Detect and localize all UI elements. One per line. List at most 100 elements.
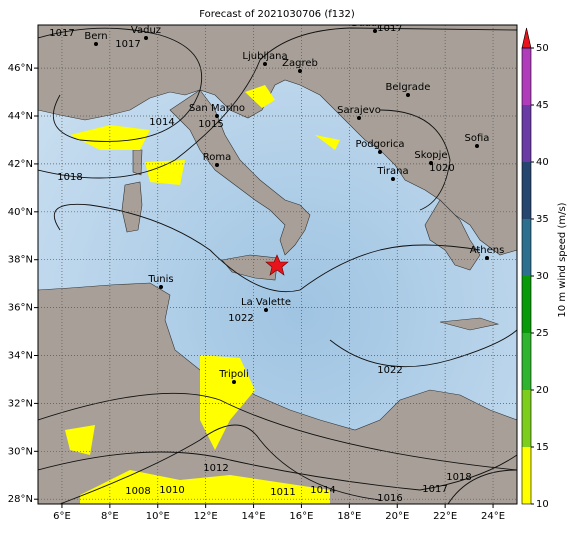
wind-patch xyxy=(80,470,330,504)
city-label: Sofia xyxy=(465,133,490,144)
isobar-label: 1016 xyxy=(377,493,402,504)
city-label: Tirana xyxy=(376,166,408,177)
lon-tick-label: 12°E xyxy=(194,511,218,522)
colorbar-segment xyxy=(522,333,531,390)
city-dot xyxy=(378,150,382,154)
lat-tick-label: 30°N xyxy=(8,446,33,457)
city-label: Tripoli xyxy=(218,369,249,380)
colorbar-label: 10 m wind speed (m/s) xyxy=(557,202,568,317)
colorbar-tick-label: 15 xyxy=(536,442,549,453)
wind-patch xyxy=(200,355,255,450)
corsica xyxy=(132,149,143,176)
city-label: Bern xyxy=(84,31,107,42)
colorbar-segment xyxy=(522,105,531,162)
isobar-label: 1014 xyxy=(310,485,335,496)
wind-patch xyxy=(245,85,275,108)
city-label: Ljubljana xyxy=(242,51,287,62)
isobar-label: 1018 xyxy=(446,472,471,483)
lon-tick-label: 20°E xyxy=(385,511,409,522)
map-title: Forecast of 2021030706 (f132) xyxy=(199,9,355,20)
isobar-label: 1017 xyxy=(422,484,447,495)
city-dot xyxy=(298,69,302,73)
colorbar-segment xyxy=(522,276,531,333)
colorbar-tick-label: 40 xyxy=(536,157,549,168)
isobar-label: 1022 xyxy=(228,313,253,324)
lat-tick-label: 34°N xyxy=(8,351,33,362)
lon-tick-label: 22°E xyxy=(433,511,457,522)
city-dot xyxy=(264,308,268,312)
lon-tick-label: 10°E xyxy=(146,511,170,522)
colorbar-tick-label: 35 xyxy=(536,214,549,225)
city-label: Podgorica xyxy=(355,139,404,150)
isobar-label: 1017 xyxy=(115,39,140,50)
lat-tick-label: 38°N xyxy=(8,255,33,266)
greece xyxy=(424,199,481,271)
event-star xyxy=(265,254,289,276)
colorbar-tick-label: 45 xyxy=(536,100,549,111)
colorbar: 10 15 20 25 30 35 40 45 50 xyxy=(521,27,549,510)
lon-tick-label: 14°E xyxy=(242,511,266,522)
city-dot xyxy=(232,380,236,384)
city-dot xyxy=(357,116,361,120)
city-label: Sarajevo xyxy=(337,105,381,116)
city-dot xyxy=(94,42,98,46)
lon-tick-label: 16°E xyxy=(289,511,313,522)
italy xyxy=(169,89,311,256)
crete xyxy=(439,317,500,331)
graticule xyxy=(38,25,517,504)
city-label: Vaduz xyxy=(131,25,161,36)
isobar-label: 1017 xyxy=(49,28,74,39)
city-dot xyxy=(406,93,410,97)
colorbar-segment xyxy=(522,219,531,276)
isobar-label: 1014 xyxy=(149,117,174,128)
lon-tick-label: 18°E xyxy=(337,511,361,522)
sicily xyxy=(221,254,279,281)
isobar xyxy=(59,424,381,504)
city-label: Skopje xyxy=(414,150,447,161)
isobar xyxy=(38,27,203,142)
city-dot xyxy=(215,163,219,167)
isobar xyxy=(447,469,517,504)
isobar-label: 1012 xyxy=(203,463,228,474)
city-label: Belgrade xyxy=(386,82,431,93)
isobar-label: 1015 xyxy=(198,119,223,130)
city-label: Tunis xyxy=(147,274,173,285)
wind-patch xyxy=(65,425,95,455)
colorbar-segment xyxy=(522,162,531,219)
isobar-label: 1017 xyxy=(377,23,402,34)
colorbar-tick-label: 20 xyxy=(536,385,549,396)
city-dot xyxy=(215,114,219,118)
isobar-label: 1011 xyxy=(270,487,295,498)
colorbar-segment xyxy=(522,390,531,447)
lat-tick-label: 36°N xyxy=(8,303,33,314)
isobar-label: 1020 xyxy=(429,163,454,174)
lat-tick-label: 46°N xyxy=(8,63,33,74)
city-dot xyxy=(485,256,489,260)
sardinia xyxy=(121,181,143,233)
isobar-label: 1018 xyxy=(57,172,82,183)
lat-tick-label: 28°N xyxy=(8,494,33,505)
city-dot xyxy=(429,161,433,165)
colorbar-extend xyxy=(521,27,532,49)
isobar-label: 1010 xyxy=(159,485,184,496)
lon-tick-label: 24°E xyxy=(481,511,505,522)
wind-patch xyxy=(70,125,150,150)
city-label: Athens xyxy=(470,245,505,256)
colorbar-segment xyxy=(522,48,531,105)
colorbar-tick-label: 25 xyxy=(536,328,549,339)
isobar xyxy=(53,203,481,293)
colorbar-tick-label: 50 xyxy=(536,43,549,54)
lat-tick-label: 44°N xyxy=(8,111,33,122)
colorbar-tick-label: 10 xyxy=(536,499,549,510)
colorbar-segment xyxy=(522,447,531,504)
colorbar-tick-label: 30 xyxy=(536,271,549,282)
city-dot xyxy=(263,62,267,66)
lat-tick-label: 42°N xyxy=(8,159,33,170)
isobar xyxy=(38,392,517,471)
city-dot xyxy=(391,177,395,181)
wind-patch xyxy=(315,135,340,150)
isobar xyxy=(329,329,517,368)
